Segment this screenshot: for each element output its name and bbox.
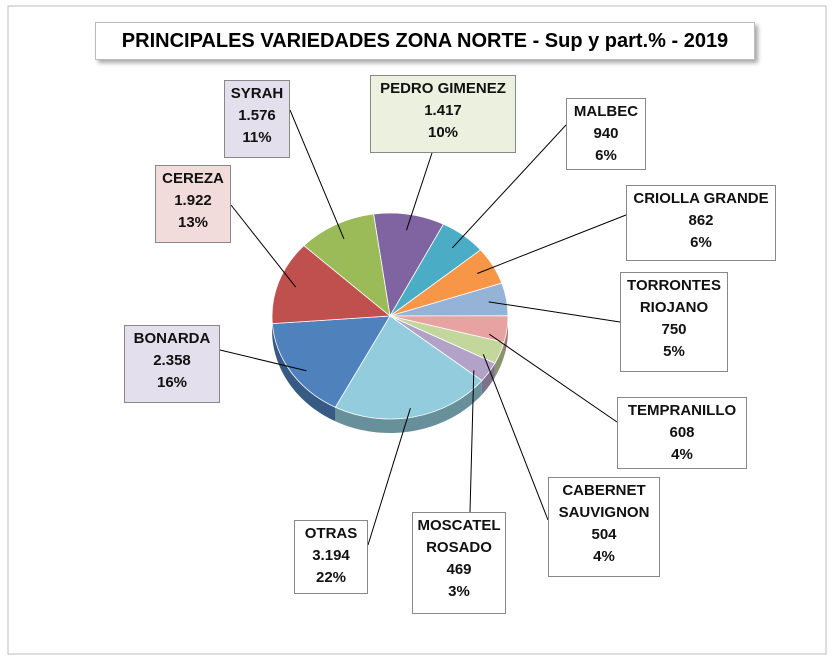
slice-name: CABERNET SAUVIGNON	[558, 482, 650, 521]
slice-name: MOSCATEL ROSADO	[417, 517, 501, 556]
slice-value: 469	[446, 561, 472, 578]
slice-label: BONARDA 2.358 16%	[124, 325, 220, 403]
slice-name: CRIOLLA GRANDE	[633, 190, 769, 207]
leader-line	[469, 370, 475, 513]
slice-name: TEMPRANILLO	[627, 402, 737, 419]
slice-label: MOSCATEL ROSADO 469 3%	[412, 512, 506, 614]
slice-value: 1.922	[174, 192, 212, 209]
slice-percent: 16%	[156, 374, 188, 391]
slice-percent: 6%	[595, 147, 617, 164]
slice-name: BONARDA	[133, 330, 211, 347]
pie-slice	[271, 245, 392, 325]
slice-label: CABERNET SAUVIGNON 504 4%	[548, 477, 660, 577]
slice-value: 1.417	[424, 102, 462, 119]
slice-name: OTRAS	[304, 525, 358, 542]
slice-percent: 10%	[427, 124, 459, 141]
pie-slice-side	[272, 323, 336, 422]
slice-percent: 3%	[448, 583, 470, 600]
slice-label: TEMPRANILLO 608 4%	[617, 397, 747, 469]
pie-slice	[271, 315, 391, 408]
slice-value: 750	[661, 321, 687, 338]
pie-slice	[303, 213, 391, 317]
slice-label: MALBEC 940 6%	[566, 98, 646, 170]
leader-line	[488, 301, 621, 323]
slice-percent: 13%	[177, 214, 209, 231]
slice-value: 3.194	[312, 547, 350, 564]
slice-label: SYRAH 1.576 11%	[224, 80, 290, 158]
leader-line	[477, 214, 627, 274]
slice-value: 940	[593, 125, 619, 142]
slice-label: PEDRO GIMENEZ 1.417 10%	[370, 75, 516, 153]
slice-percent: 4%	[671, 446, 693, 463]
leader-line	[230, 204, 297, 288]
leader-line	[482, 354, 549, 521]
pie-slice-side	[335, 380, 482, 433]
leader-line	[289, 109, 345, 239]
slice-name: PEDRO GIMENEZ	[380, 80, 506, 97]
chart-title: PRINCIPALES VARIEDADES ZONA NORTE - Sup …	[95, 22, 755, 60]
slice-percent: 6%	[690, 234, 712, 251]
slice-name: CEREZA	[162, 170, 224, 187]
pie-slice-side	[494, 342, 505, 378]
slice-percent: 11%	[242, 129, 272, 146]
slice-value: 862	[688, 212, 714, 229]
leader-line	[367, 408, 411, 546]
slice-name: SYRAH	[230, 85, 284, 102]
slice-label: TORRONTES RIOJANO 750 5%	[620, 272, 728, 372]
slice-percent: 22%	[315, 569, 347, 586]
leader-line	[219, 349, 307, 372]
leader-line	[405, 152, 433, 231]
slice-name: MALBEC	[573, 103, 639, 120]
slice-label: OTRAS 3.194 22%	[294, 520, 368, 594]
slice-label: CEREZA 1.922 13%	[155, 165, 231, 243]
slice-value: 1.576	[238, 107, 276, 124]
slice-name: TORRONTES RIOJANO	[627, 277, 721, 316]
slice-percent: 5%	[663, 343, 685, 360]
slice-value: 608	[669, 424, 695, 441]
leader-line	[488, 333, 618, 423]
pie-slice	[334, 315, 483, 420]
slice-value: 2.358	[153, 352, 191, 369]
slice-value: 504	[591, 526, 617, 543]
leader-line	[451, 124, 567, 249]
pie-slice-side	[481, 363, 495, 395]
slice-label: CRIOLLA GRANDE 862 6%	[626, 185, 776, 261]
slice-percent: 4%	[593, 548, 615, 565]
